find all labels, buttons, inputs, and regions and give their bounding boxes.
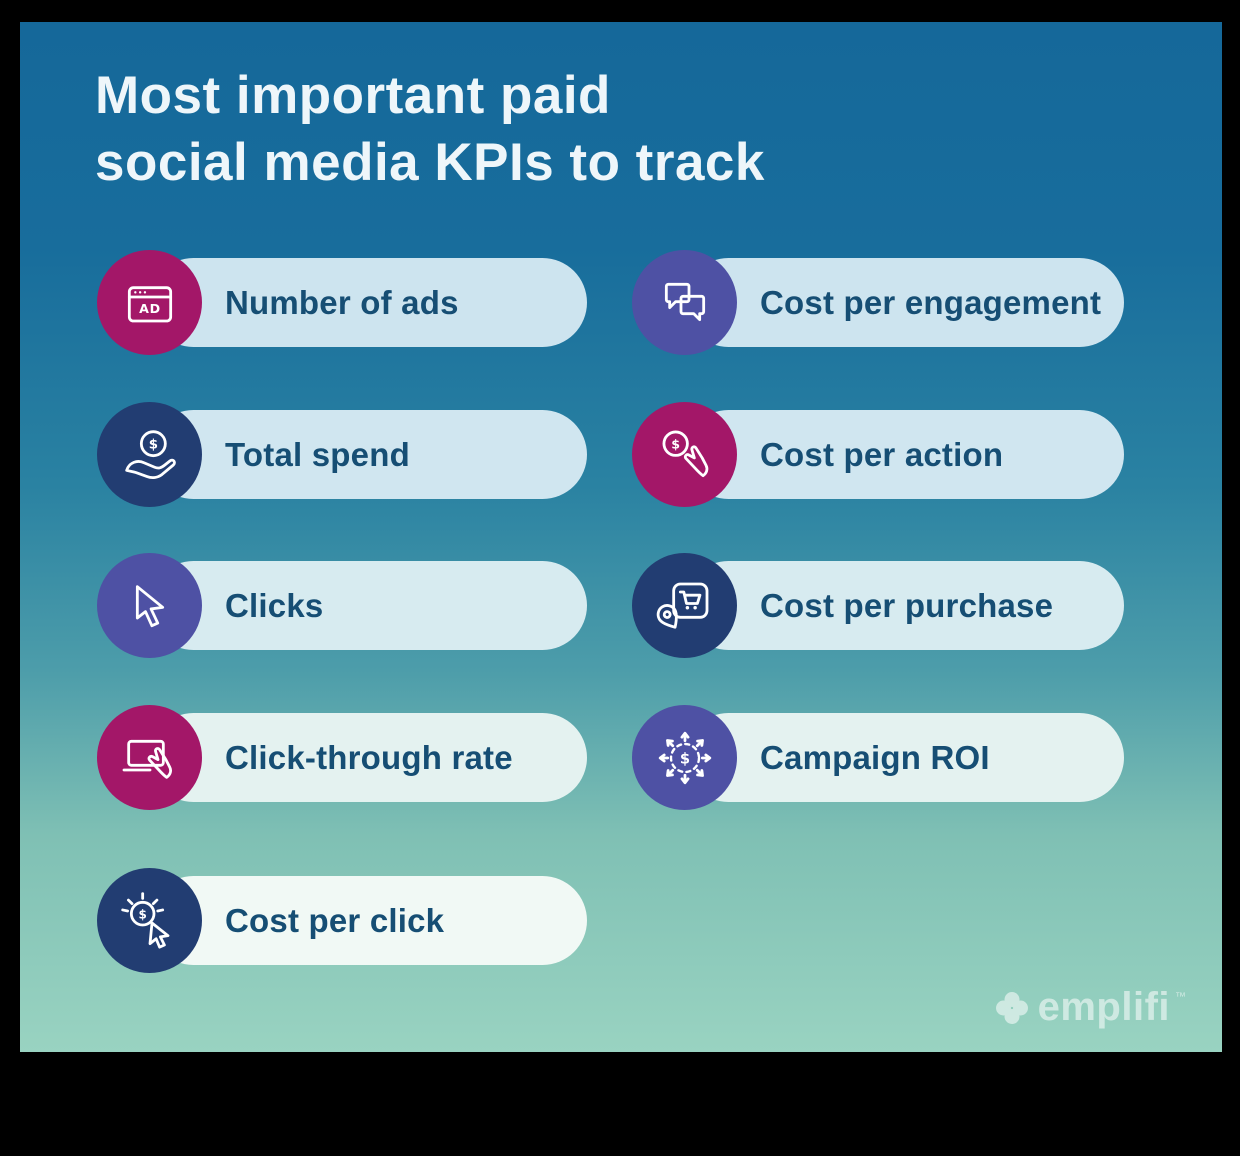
coin-tap-icon: $ — [662, 430, 708, 477]
svg-text:$: $ — [671, 436, 680, 451]
kpi-cost-per-click: Cost per click $ — [97, 868, 588, 973]
kpi-pill: Campaign ROI — [684, 713, 1124, 802]
hand-coin-icon: $ — [124, 429, 176, 479]
kpi-pill: Cost per engagement — [684, 258, 1124, 347]
kpi-icon-circle: $ — [632, 402, 737, 507]
trademark-symbol: ™ — [1175, 991, 1186, 1003]
kpi-label: Cost per click — [225, 901, 445, 939]
kpi-label: Click-through rate — [225, 738, 513, 776]
kpi-label: Campaign ROI — [760, 738, 990, 776]
title-line-1: Most important paid — [95, 66, 611, 125]
svg-text:AD: AD — [139, 301, 161, 316]
kpi-total-spend: Total spend $ — [97, 402, 588, 507]
kpi-label: Cost per engagement — [760, 283, 1102, 321]
kpi-pill: Cost per action — [684, 410, 1124, 499]
kpi-icon-circle — [97, 705, 202, 810]
emplifi-flower-icon — [995, 991, 1028, 1024]
kpi-icon-circle — [97, 553, 202, 658]
cart-pin-icon — [656, 582, 708, 629]
kpi-icon-circle: $ — [97, 868, 202, 973]
kpi-icon-circle: $ — [97, 402, 202, 507]
kpi-pill: Cost per purchase — [684, 561, 1124, 650]
kpi-campaign-roi: Campaign ROI $ — [632, 705, 1124, 810]
kpi-pill: Cost per click — [149, 876, 587, 965]
page-title: Most important paid social media KPIs to… — [95, 62, 765, 196]
kpi-icon-circle: $ — [632, 705, 737, 810]
kpi-icon-circle — [632, 250, 737, 355]
brand-logo: emplifi ™ — [995, 985, 1186, 1030]
kpi-pill: Total spend — [149, 410, 587, 499]
roi-arrows-icon: $ — [658, 731, 711, 784]
svg-text:$: $ — [148, 437, 157, 452]
coin-cursor-icon: $ — [120, 891, 169, 949]
svg-text:$: $ — [679, 750, 689, 767]
ad-window-icon: AD — [127, 285, 172, 322]
kpi-label: Number of ads — [225, 283, 459, 321]
kpi-label: Cost per action — [760, 435, 1004, 473]
kpi-pill: Click-through rate — [149, 713, 587, 802]
kpi-pill: Clicks — [149, 561, 587, 650]
kpi-number-of-ads: Number of ads AD — [97, 250, 588, 355]
cursor-icon — [135, 584, 164, 627]
kpi-cost-per-purchase: Cost per purchase — [632, 553, 1124, 658]
title-line-2: social media KPIs to track — [95, 133, 765, 192]
kpi-click-through-rate: Click-through rate — [97, 705, 588, 810]
kpi-label: Total spend — [225, 435, 410, 473]
chat-bubbles-icon — [664, 282, 705, 321]
kpi-pill: Number of ads — [149, 258, 587, 347]
kpi-cost-per-engagement: Cost per engagement — [632, 250, 1124, 355]
kpi-icon-circle — [632, 553, 737, 658]
kpi-icon-circle: AD — [97, 250, 202, 355]
laptop-tap-icon — [122, 739, 172, 779]
kpi-cost-per-action: Cost per action $ — [632, 402, 1124, 507]
kpi-label: Cost per purchase — [760, 586, 1054, 624]
kpi-clicks: Clicks — [97, 553, 588, 658]
infographic-canvas: Most important paid social media KPIs to… — [20, 22, 1222, 1052]
brand-name: emplifi — [1037, 985, 1170, 1029]
svg-text:$: $ — [138, 907, 146, 921]
kpi-label: Clicks — [225, 586, 324, 624]
